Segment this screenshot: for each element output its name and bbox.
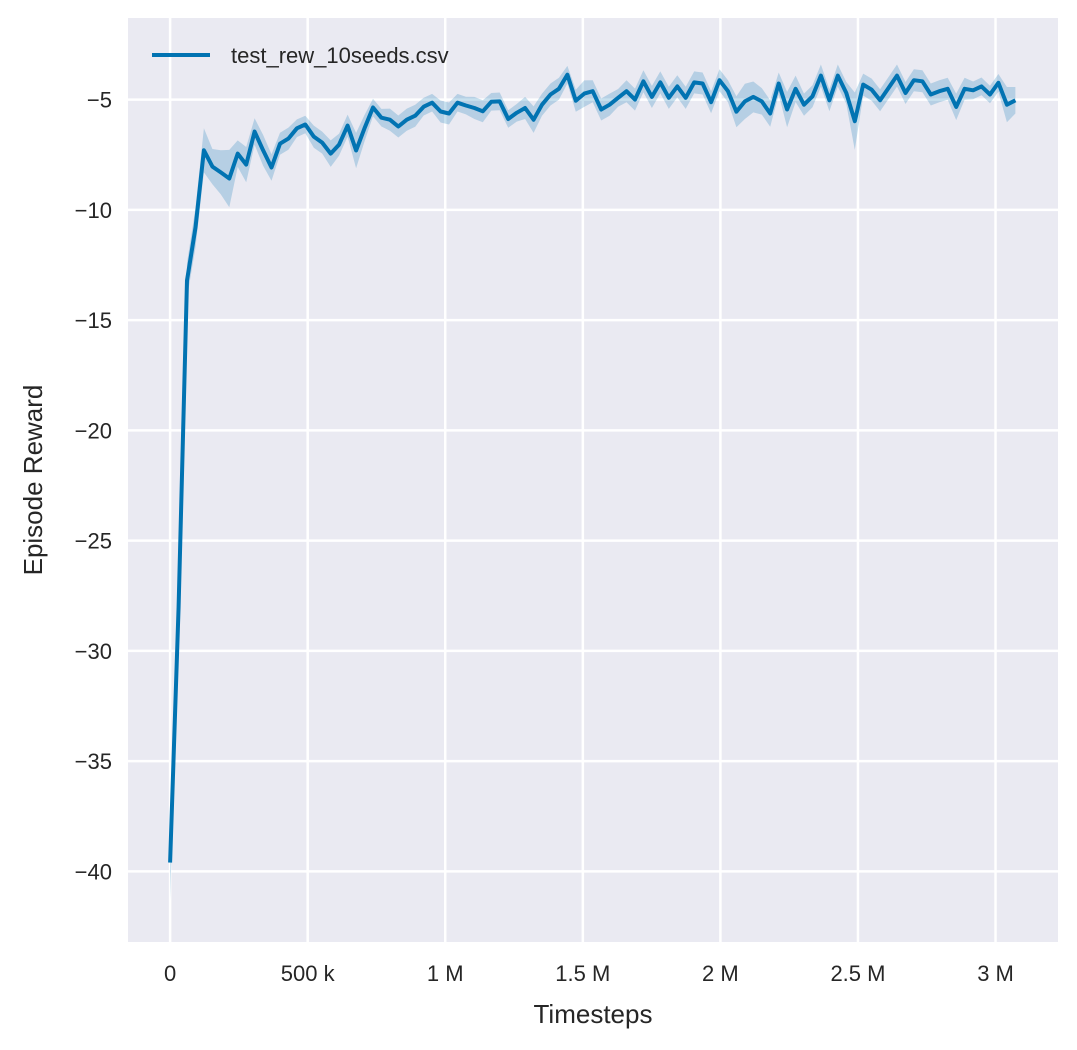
y-tick-label: −25 (75, 529, 112, 554)
x-tick-label: 1.5 M (555, 961, 610, 986)
x-tick-label: 2 M (702, 961, 739, 986)
y-tick-label: −20 (75, 418, 112, 443)
gridlines (128, 18, 1058, 942)
y-tick-labels: −5 −10 −15 −20 −25 −30 −35 −40 (75, 88, 112, 885)
y-tick-label: −40 (75, 859, 112, 884)
legend: test_rew_10seeds.csv (152, 43, 449, 68)
x-tick-label: 500 k (281, 961, 336, 986)
y-tick-label: −35 (75, 749, 112, 774)
x-tick-label: 3 M (977, 961, 1014, 986)
y-tick-label: −10 (75, 198, 112, 223)
y-tick-label: −5 (87, 88, 112, 113)
y-axis-label: Episode Reward (18, 385, 48, 576)
x-tick-label: 2.5 M (830, 961, 885, 986)
series-line (168, 72, 1017, 863)
y-tick-label: −30 (75, 639, 112, 664)
legend-label: test_rew_10seeds.csv (231, 43, 449, 68)
x-tick-labels: 0 500 k 1 M 1.5 M 2 M 2.5 M 3 M (164, 961, 1014, 986)
x-axis-label: Timesteps (534, 999, 653, 1029)
plot-background (128, 18, 1058, 942)
x-tick-label: 1 M (427, 961, 464, 986)
y-tick-label: −15 (75, 308, 112, 333)
series-lines (168, 72, 1017, 863)
x-tick-label: 0 (164, 961, 176, 986)
